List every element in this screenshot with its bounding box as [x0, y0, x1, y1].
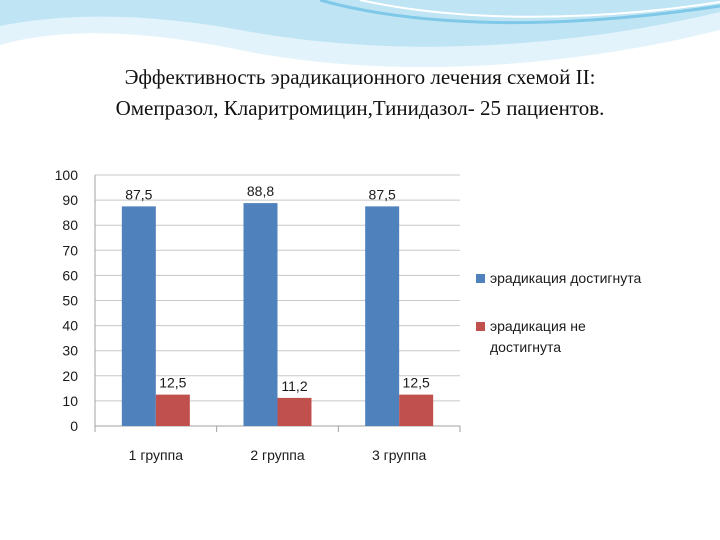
bars [121, 203, 434, 426]
slide-title-line-1: Эффективность эрадикационного лечения сх… [124, 65, 596, 89]
bar-eradication-not-achieved [155, 394, 190, 426]
y-tick-label: 40 [62, 318, 78, 334]
y-tick-label: 50 [62, 293, 78, 309]
legend-swatch [476, 322, 485, 331]
data-label: 88,8 [247, 183, 274, 199]
x-tick-label: 3 группа [372, 447, 427, 463]
bar-eradication-achieved [365, 206, 400, 426]
x-tick-label: 1 группа [129, 447, 184, 463]
y-tick-labels: 0 10 20 30 40 50 60 70 80 90 100 [55, 167, 79, 434]
data-label: 87,5 [125, 186, 152, 202]
bar-eradication-not-achieved [277, 397, 312, 426]
x-tick-label: 2 группа [250, 447, 305, 463]
data-label: 11,2 [281, 378, 307, 394]
slide-title-line-2: Омепразол, Кларитромицин,Тинидазол- 25 п… [115, 96, 605, 120]
data-label: 12,5 [403, 375, 430, 391]
y-tick-label: 60 [62, 267, 78, 283]
decorative-wave [0, 0, 720, 68]
data-labels: 87,5 12,5 88,8 11,2 87,5 12,5 [125, 183, 430, 394]
wave-dark-stroke [319, 0, 720, 25]
legend: эрадикация достигнута эрадикация не достиг… [476, 270, 642, 355]
y-tick-label: 20 [62, 368, 78, 384]
legend-label: достигнута [490, 339, 561, 355]
bar-eradication-not-achieved [399, 394, 434, 426]
legend-label: эрадикация достигнута [490, 270, 642, 286]
y-tick-label: 10 [62, 393, 78, 409]
y-tick-label: 80 [62, 217, 78, 233]
bar-eradication-achieved [121, 206, 156, 426]
wave-white-stroke [359, 0, 720, 18]
bar-eradication-achieved [243, 203, 278, 426]
data-label: 12,5 [159, 375, 186, 391]
wave-mid-band [0, 0, 720, 47]
y-tick-label: 0 [70, 418, 78, 434]
legend-swatch [476, 274, 485, 283]
y-tick-label: 30 [62, 343, 78, 359]
slide-title: Эффективность эрадикационного лечения сх… [0, 62, 720, 124]
data-label: 87,5 [369, 186, 396, 202]
x-tick-labels: 1 группа 2 группа 3 группа [129, 447, 427, 463]
legend-label: эрадикация не [490, 318, 586, 334]
y-tick-label: 70 [62, 242, 78, 258]
y-tick-label: 100 [55, 167, 79, 183]
y-tick-label: 90 [62, 192, 78, 208]
